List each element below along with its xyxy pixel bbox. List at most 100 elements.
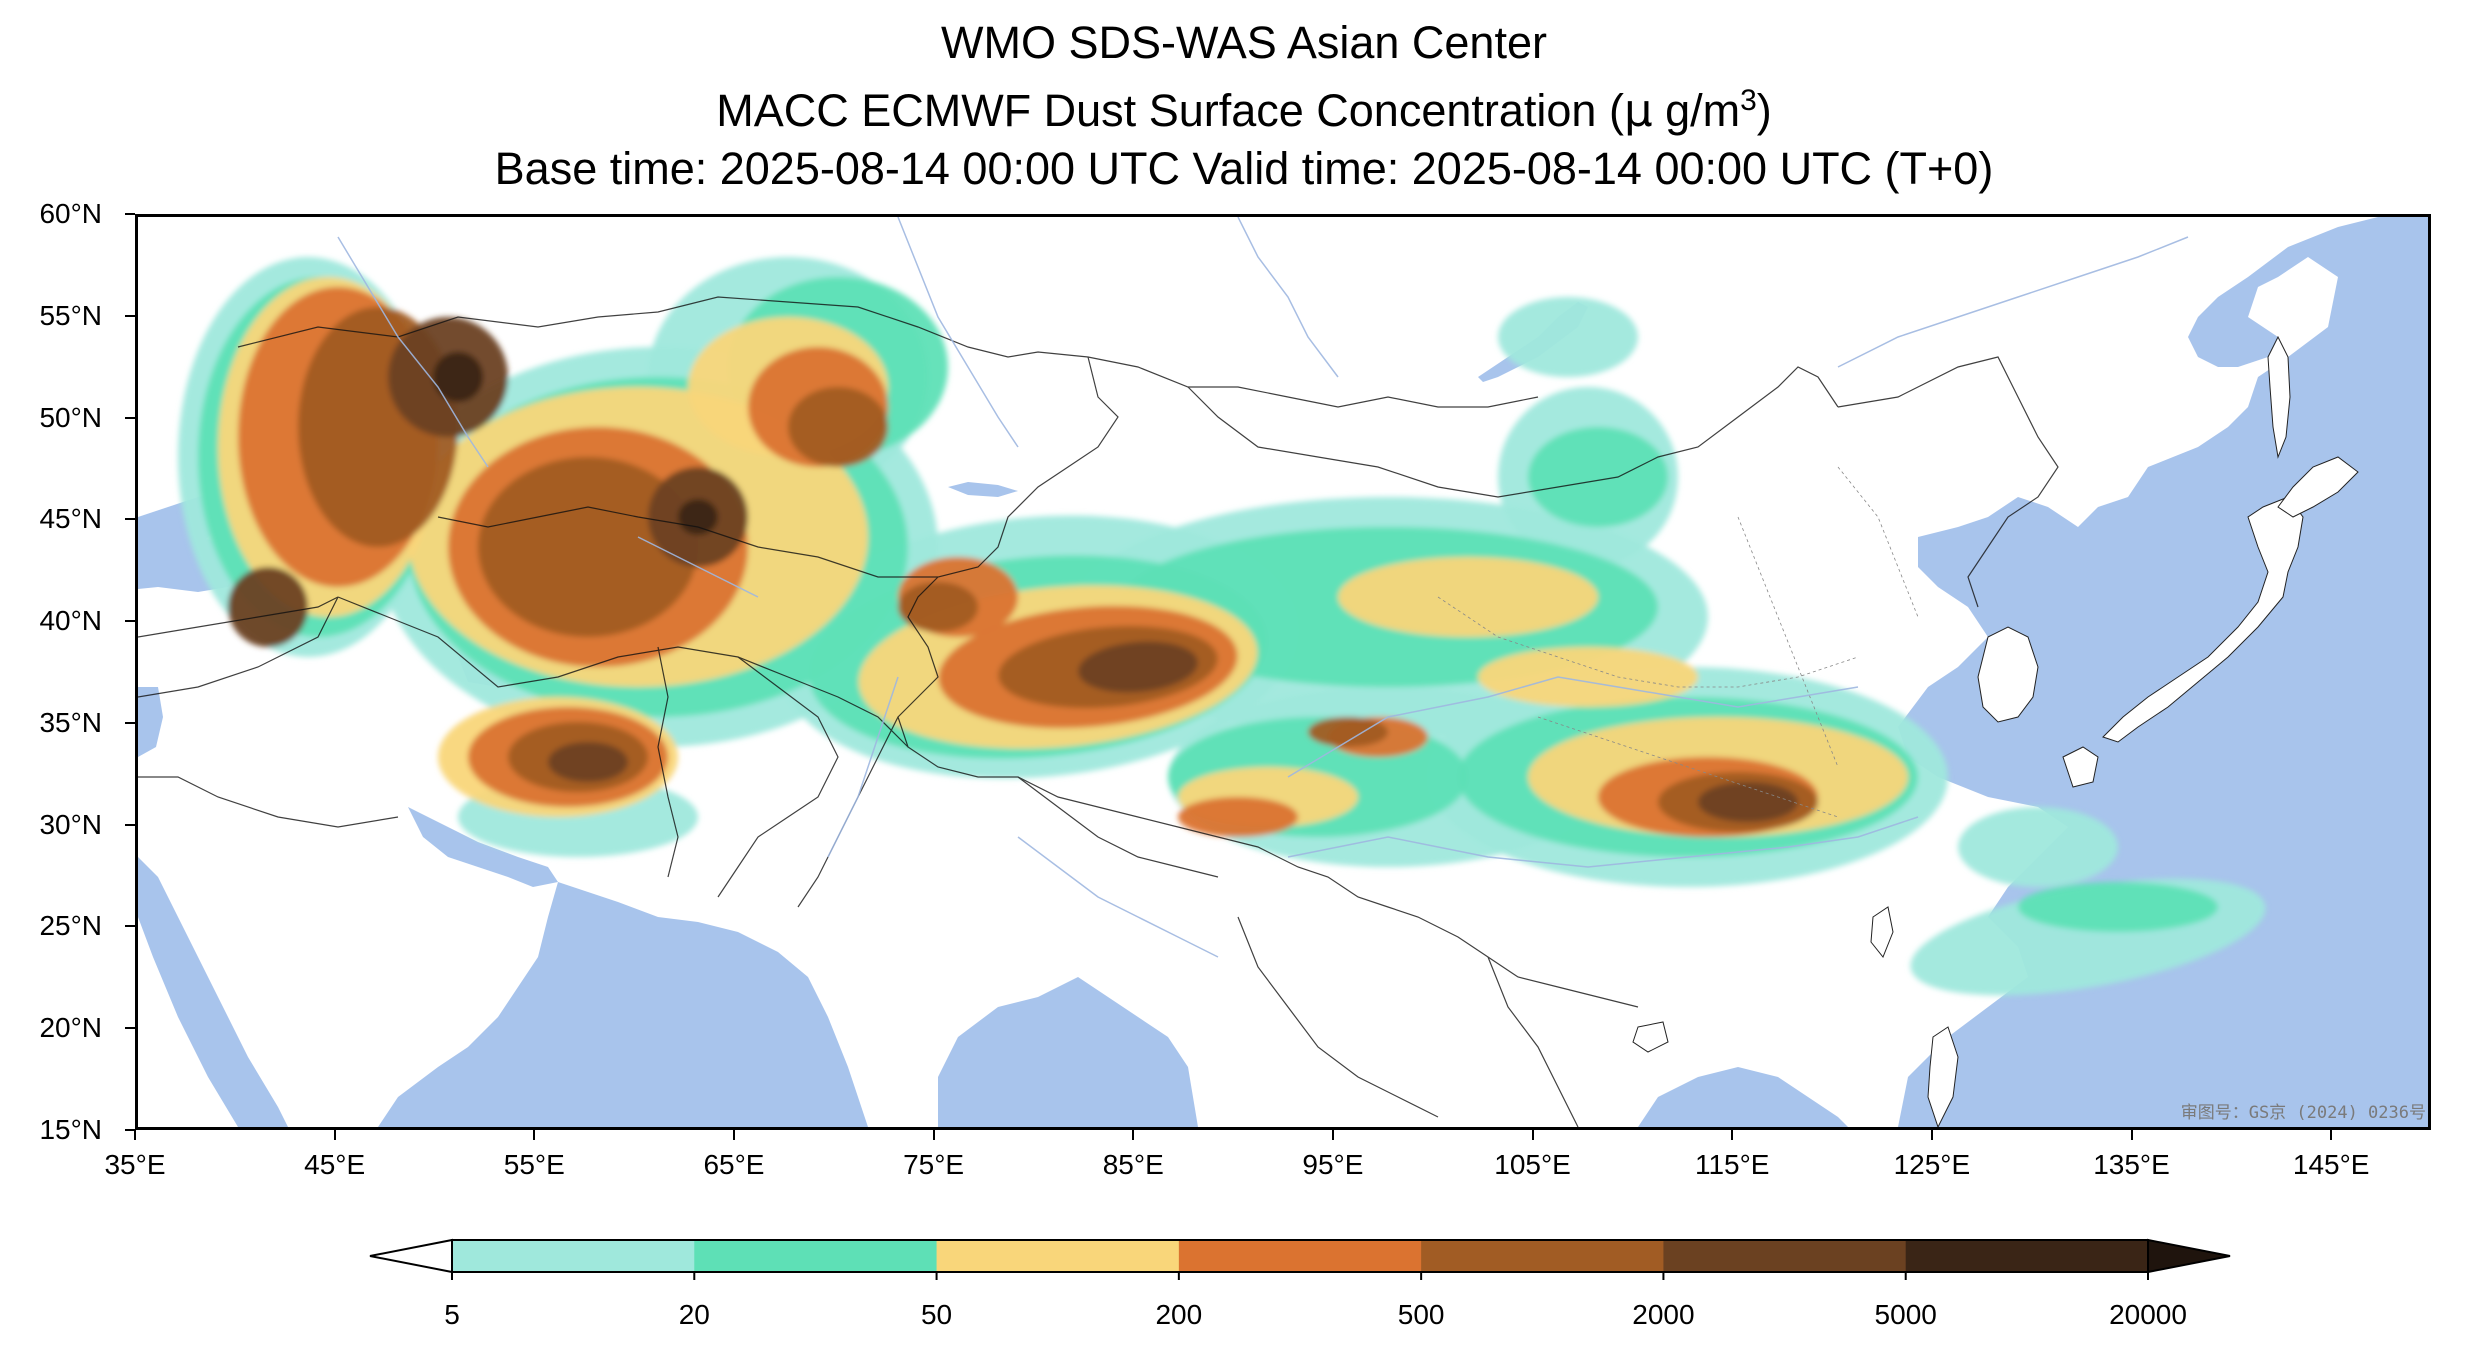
lat-tick-mark	[125, 1129, 135, 1131]
land-hainan	[1632, 1021, 1669, 1053]
colorbar-tick-label: 50	[920, 1299, 953, 1330]
colorbar-tick-label: 500	[1397, 1299, 1445, 1330]
dust-contour-level-5	[228, 567, 308, 647]
river-indus	[827, 676, 899, 858]
lat-tick-label: 40°N	[39, 605, 102, 637]
colorbar-tick-label: 5000	[1874, 1299, 1937, 1330]
lon-tick-mark	[1531, 1130, 1534, 1140]
lon-tick-mark	[932, 1130, 935, 1140]
border-china-west	[897, 356, 1639, 1008]
lon-tick-label: 65°E	[703, 1149, 765, 1180]
dust-contour-level-6	[433, 352, 483, 402]
lon-tick-label: 105°E	[1494, 1149, 1571, 1180]
colorbar-under-extension	[369, 1238, 453, 1274]
lon-tick-label: 125°E	[1893, 1149, 1971, 1180]
lon-tick-label: 85°E	[1102, 1149, 1164, 1180]
river-yangtze	[1287, 816, 1919, 868]
ocean-indian	[378, 882, 868, 1127]
border-mongolia-china	[1187, 366, 1839, 498]
lat-tick-label: 60°N	[39, 198, 102, 229]
dust-concentration-field	[178, 257, 2266, 996]
border-central-asia	[437, 506, 938, 578]
lat-tick-mark	[125, 314, 135, 317]
title-line-2: MACC ECMWF Dust Surface Concentration (μ…	[0, 72, 2488, 140]
lon-tick-label: 95°E	[1302, 1149, 1364, 1180]
map-canvas	[138, 217, 2428, 1127]
border-afghanistan-pakistan	[717, 656, 839, 898]
title-line-2-prefix: MACC ECMWF Dust Surface Concentration (	[716, 85, 1624, 136]
ocean-persian-gulf	[408, 807, 558, 887]
figure-title-block: WMO SDS-WAS Asian Center MACC ECMWF Dust…	[0, 14, 2488, 198]
dust-contour-level-4	[1308, 717, 1388, 747]
dust-contour-level-3	[1178, 797, 1298, 837]
border-china-east	[1837, 356, 2059, 608]
colorbar-tick-label: 20000	[2109, 1299, 2187, 1330]
lat-tick-mark	[125, 721, 135, 724]
dust-contour-level-2	[1478, 647, 1698, 707]
river-amur	[1837, 236, 2189, 368]
ocean-south-china-sea	[1638, 1067, 1848, 1127]
lon-tick-mark	[2330, 1130, 2333, 1140]
river-amu-darya	[637, 536, 759, 598]
lat-tick-label: 30°N	[39, 808, 102, 840]
dust-contour-level-0	[1498, 297, 1638, 377]
province-line-2	[1537, 716, 1839, 818]
province-line-4	[1837, 466, 1919, 618]
lon-tick-mark	[333, 1130, 336, 1140]
border-turkey	[138, 596, 339, 638]
dust-contour-level-4	[478, 457, 698, 637]
border-arabia	[138, 596, 399, 828]
lon-tick-mark	[1930, 1130, 1933, 1140]
title-line-2-suffix: )	[1756, 85, 1772, 136]
lon-tick-mark	[2130, 1130, 2133, 1140]
lon-tick-mark	[1731, 1130, 1734, 1140]
land-korea	[1977, 626, 2039, 723]
lon-tick-label: 55°E	[503, 1149, 565, 1180]
lon-tick-label: 135°E	[2093, 1149, 2170, 1180]
lat-tick-label: 35°N	[39, 706, 102, 738]
title-line-1: WMO SDS-WAS Asian Center	[941, 17, 1547, 68]
colorbar-segment	[1421, 1240, 1664, 1272]
dust-contour-level-0	[1958, 807, 2118, 887]
title-unit-mu: μ	[1623, 84, 1653, 137]
lat-tick-label: 50°N	[39, 401, 102, 433]
border-india-nepal	[1017, 776, 1219, 878]
land-hokkaido	[2277, 456, 2359, 518]
lon-tick-mark	[732, 1130, 735, 1140]
lat-tick-mark	[125, 620, 135, 623]
lat-tick-mark	[125, 518, 135, 521]
colorbar-tick-label: 200	[1155, 1299, 1203, 1330]
east-asia-islands	[1632, 335, 2359, 1127]
colorbar-tick-label: 5	[444, 1299, 460, 1330]
lon-tick-label: 75°E	[903, 1149, 965, 1180]
colorbar-segment	[1178, 1240, 1422, 1272]
colorbar-tick-label: 20	[678, 1299, 710, 1330]
river-volga	[337, 236, 489, 468]
lake-balkhash	[948, 482, 1018, 497]
colorbar-segment	[936, 1240, 1180, 1272]
lon-tick-mark	[134, 1130, 136, 1140]
province-borders	[1437, 466, 1919, 818]
colorbar-tick-label: 2000	[1632, 1299, 1695, 1330]
province-line-3	[1737, 516, 1839, 768]
land-taiwan	[1870, 906, 1894, 958]
lon-tick-mark	[1132, 1130, 1135, 1140]
ocean-bay-of-bengal	[938, 977, 1198, 1127]
lon-tick-label: 145°E	[2292, 1149, 2370, 1180]
dust-contour-level-2	[1338, 557, 1598, 637]
river-ob	[897, 217, 1019, 448]
dust-contour-level-4	[788, 387, 888, 467]
land-sakhalin	[2267, 335, 2291, 459]
river-yenisei	[1237, 217, 1339, 378]
land-philippines	[1927, 1026, 1959, 1127]
border-russia-kazakhstan	[237, 296, 1539, 408]
dust-contour-level-6	[678, 499, 718, 535]
lon-tick-mark	[533, 1130, 536, 1140]
colorbar-over-extension	[2147, 1238, 2231, 1274]
ocean-mediterranean	[138, 687, 163, 757]
lat-tick-label: 25°N	[39, 910, 102, 942]
title-unit-sup: 3	[1740, 84, 1757, 117]
colorbar-segment	[694, 1240, 938, 1272]
lat-tick-mark	[125, 1027, 135, 1030]
river-ganges	[1017, 836, 1219, 958]
